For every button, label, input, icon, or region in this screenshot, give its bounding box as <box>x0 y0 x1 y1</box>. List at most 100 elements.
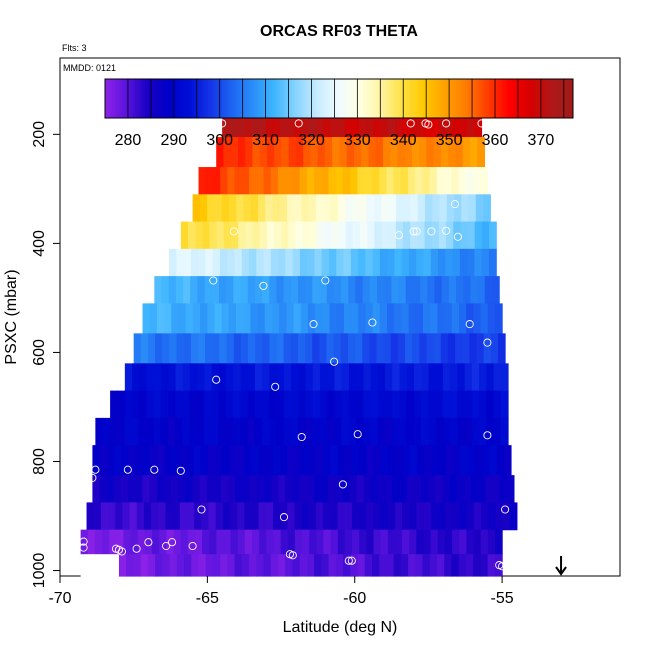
heatmap-cell <box>306 167 315 195</box>
heatmap-cell <box>151 502 159 531</box>
heatmap-cell <box>489 221 497 250</box>
heatmap-cell <box>149 303 158 334</box>
heatmap-cell <box>172 502 181 531</box>
heatmap-cell <box>434 276 443 304</box>
heatmap-cell <box>299 248 308 277</box>
heatmap-cell <box>205 167 214 195</box>
heatmap-cell <box>423 529 432 555</box>
colorbar-segment <box>116 79 120 118</box>
colorbar-segment <box>486 79 490 118</box>
heatmap-cell <box>273 502 281 531</box>
colorbar-segment <box>519 79 523 118</box>
colorbar-segment <box>413 79 417 118</box>
heatmap-cell <box>416 529 425 555</box>
heatmap-cell <box>254 390 263 419</box>
colorbar-segment <box>137 79 141 118</box>
heatmap-cell <box>305 333 313 364</box>
heatmap-cell <box>345 221 354 250</box>
heatmap-cell <box>102 529 110 555</box>
heatmap-cell <box>234 248 243 277</box>
heatmap-cell <box>471 417 480 446</box>
heatmap-cell <box>176 333 185 364</box>
heatmap-cell <box>280 445 288 476</box>
colorbar-segment <box>463 79 466 118</box>
heatmap-cell <box>344 445 353 476</box>
heatmap-cell <box>254 363 263 392</box>
observation-point <box>123 465 132 474</box>
colorbar-segment <box>224 79 228 118</box>
colorbar-segment <box>243 79 246 118</box>
colorbar: 280 290 300 310 320 330 340 350 360 370 <box>104 78 574 149</box>
heatmap-cell <box>358 248 366 277</box>
heatmap-cell <box>256 167 265 195</box>
colorbar-segment <box>523 79 527 118</box>
colorbar-segment <box>547 79 551 118</box>
heatmap-cell <box>341 417 350 446</box>
heatmap-cell <box>499 475 508 503</box>
heatmap-cell <box>372 248 381 277</box>
heatmap-cell <box>330 112 338 138</box>
heatmap-cell <box>395 445 404 476</box>
heatmap-cell <box>114 445 122 476</box>
heatmap-cell <box>271 475 279 503</box>
heatmap-cell <box>422 167 431 195</box>
heatmap-cell <box>331 221 340 250</box>
heatmap-cell <box>442 363 451 392</box>
heatmap-cell <box>160 390 169 419</box>
heatmap-cell <box>423 502 432 531</box>
heatmap-cell <box>262 390 270 419</box>
heatmap-cell <box>186 502 195 531</box>
heatmap-cell <box>401 303 410 334</box>
heatmap-cell <box>424 221 433 250</box>
heatmap-cell <box>312 276 321 304</box>
heatmap-cell <box>402 445 411 476</box>
heatmap-cell <box>215 502 224 531</box>
heatmap-cell <box>409 502 418 531</box>
heatmap-cell <box>410 221 418 250</box>
heatmap-cell <box>349 475 358 503</box>
heatmap-cell <box>250 112 259 138</box>
heatmap-cell <box>162 554 171 577</box>
heatmap-cell <box>132 363 140 392</box>
colorbar-segment <box>544 79 548 118</box>
heatmap-cell <box>263 248 272 277</box>
heatmap-cell <box>269 390 278 419</box>
heatmap-cell <box>241 248 250 277</box>
heatmap-cell <box>387 248 396 277</box>
heatmap-cell <box>368 137 377 168</box>
heatmap-cell <box>305 363 314 392</box>
colorbar-segment <box>565 79 569 118</box>
colorbar-segment <box>341 79 345 118</box>
heatmap-cell <box>273 529 282 555</box>
heatmap-cell <box>345 194 353 223</box>
heatmap-cell <box>173 529 182 555</box>
heatmap-cell <box>202 529 210 555</box>
heatmap-cell <box>240 390 249 419</box>
heatmap-cell <box>363 363 372 392</box>
heatmap-cell <box>294 445 303 476</box>
observation-point <box>132 544 141 553</box>
heatmap-cell <box>467 445 476 476</box>
heatmap-cell <box>351 112 360 138</box>
colorbar-segment <box>367 79 370 118</box>
heatmap-cell <box>412 276 421 304</box>
heatmap-cell <box>247 417 256 446</box>
heatmap-cell <box>265 112 274 138</box>
heatmap-cell <box>252 221 261 250</box>
heatmap-cell <box>265 502 274 531</box>
heatmap-cell <box>247 333 256 364</box>
heatmap-cell <box>421 475 429 503</box>
heatmap-cell <box>319 417 328 446</box>
heatmap-cell <box>229 502 238 531</box>
heatmap-cell <box>281 221 289 250</box>
heatmap-cell <box>373 502 382 531</box>
heatmap-cell <box>444 303 453 334</box>
heatmap-cell <box>365 303 374 334</box>
heatmap-cell <box>261 417 270 446</box>
heatmap-cell <box>472 167 481 195</box>
heatmap-cell <box>381 445 389 476</box>
chart-title: ORCAS RF03 THETA <box>260 23 418 40</box>
heatmap-cell <box>94 529 103 555</box>
colorbar-segment <box>448 79 452 118</box>
heatmap-cell <box>161 276 170 304</box>
